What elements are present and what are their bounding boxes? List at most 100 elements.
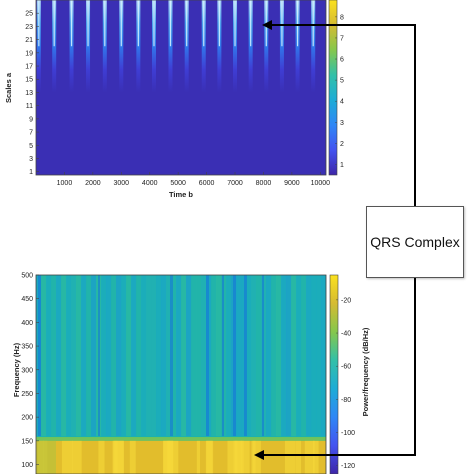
- spectrogram-column: [76, 275, 82, 437]
- spectrogram-low-band-patch: [72, 440, 82, 474]
- scalogram-stripe-core: [312, 0, 314, 47]
- qrs-callout-label: QRS Complex: [370, 234, 460, 250]
- spectrogram-column: [101, 275, 107, 437]
- spectrogram-transition-band: [36, 437, 326, 441]
- spectrogram-low-band-patch: [129, 440, 136, 474]
- spectrogram-dark-stripe: [98, 275, 100, 437]
- spectrogram-column: [141, 275, 147, 437]
- spectrogram-column: [126, 275, 132, 437]
- spectrogram-column: [281, 275, 287, 437]
- spectrogram-column: [91, 275, 97, 437]
- spectrogram-dark-stripe: [38, 275, 41, 437]
- spectrogram-column: [86, 275, 92, 437]
- spectrogram-column: [246, 275, 252, 437]
- spectrogram-column: [191, 275, 197, 437]
- scalogram-colorbar-tick-label: 8: [340, 14, 344, 21]
- scalogram-y-tick-label: 15: [25, 77, 33, 84]
- spectrogram-y-tick-label: 100: [21, 462, 33, 469]
- scalogram-x-tick-label: 1000: [57, 180, 73, 187]
- spectrogram-low-band-patch: [113, 440, 124, 474]
- scalogram-x-axis-label: Time b: [169, 190, 193, 199]
- callout-arrowhead-top: [262, 20, 272, 30]
- spectrogram-colorbar: -20 -40 -60 -80 -100 -120 Power/frequency (dB…: [329, 274, 370, 474]
- scalogram-stripe-core: [137, 0, 139, 47]
- spectrogram-column: [51, 275, 57, 437]
- spectrogram-column: [256, 275, 262, 437]
- scalogram-y-tick-label: 3: [29, 156, 33, 163]
- scalogram-y-axis-label: Scales a: [4, 72, 13, 103]
- scalogram-x-tick-label: 10000: [311, 180, 331, 187]
- spectrogram-column: [121, 275, 127, 437]
- spectrogram-low-band-patch: [227, 440, 238, 474]
- scalogram-plot: 1000 2000 3000 4000 5000 6000 7000 8000 9000 1000…: [4, 0, 330, 199]
- scalogram-y-tick-label: 7: [29, 130, 33, 137]
- spectrogram-low-band-patch: [196, 440, 201, 474]
- spectrogram-column: [276, 275, 282, 437]
- spectrogram-column: [216, 275, 222, 437]
- scalogram-stripe-core: [120, 0, 122, 47]
- scalogram-stripe-core: [186, 0, 188, 47]
- qrs-callout-connector: [262, 24, 416, 456]
- scalogram-stripe-core: [53, 0, 55, 47]
- spectrogram-dark-stripe: [170, 275, 173, 437]
- spectrogram-y-tick-label: 250: [21, 391, 33, 398]
- spectrogram-colorbar-bar: [329, 274, 339, 474]
- spectrogram-column: [301, 275, 307, 437]
- spectrogram-colorbar-label: Power/frequency (dB/Hz): [361, 327, 370, 416]
- scalogram-stripe-core: [104, 0, 106, 47]
- spectrogram-low-band-patch: [168, 440, 179, 474]
- scalogram-y-tick-label: 23: [25, 24, 33, 31]
- spectrogram-column: [41, 275, 47, 437]
- spectrogram-colorbar-tick-label: -100: [341, 430, 355, 437]
- spectrogram-column: [131, 275, 137, 437]
- scalogram-y-tick-label: 21: [25, 37, 33, 44]
- spectrogram-column: [186, 275, 192, 437]
- callout-line-top: [270, 24, 416, 206]
- spectrogram-column: [316, 275, 322, 437]
- scalogram-stripe-core: [218, 0, 220, 47]
- spectrogram-y-tick-label: 400: [21, 320, 33, 327]
- spectrogram-column: [311, 275, 317, 437]
- scalogram-colorbar-tick-label: 1: [340, 162, 344, 169]
- spectrogram-frame: [35, 274, 327, 474]
- scalogram-colorbar-tick-label: 5: [340, 78, 344, 85]
- scalogram-stripe-core: [250, 0, 252, 47]
- scalogram-stripe-core: [70, 0, 73, 47]
- scalogram-frame: [35, 0, 327, 176]
- scalogram-stripe-core: [203, 0, 205, 47]
- scalogram-x-tick-label: 2000: [85, 180, 101, 187]
- spectrogram-dark-stripe: [244, 275, 247, 437]
- spectrogram-column: [291, 275, 297, 437]
- spectrogram-column: [236, 275, 242, 437]
- spectrogram-column: [161, 275, 167, 437]
- scalogram-x-tick-label: 6000: [199, 180, 215, 187]
- spectrogram-low-band-patch: [252, 440, 261, 474]
- callout-line-bottom: [262, 278, 416, 456]
- scalogram-y-tick-label: 11: [26, 103, 33, 110]
- spectrogram-column: [296, 275, 302, 437]
- scalogram-y-tick-label: 25: [25, 11, 33, 18]
- spectrogram-colorbar-tick-label: -80: [341, 397, 351, 404]
- scalogram-colorbar-tick-label: 7: [340, 35, 344, 42]
- spectrogram-low-band-patch: [206, 440, 214, 474]
- spectrogram-y-axis-label: Frequency (Hz): [12, 342, 21, 397]
- spectrogram-low-band-patch: [234, 440, 244, 474]
- scalogram-y-tick-label: 1: [29, 169, 33, 176]
- scalogram-colorbar: 1 2 3 4 5 6 7 8: [328, 0, 344, 176]
- spectrogram-low-band-edge: [36, 440, 56, 474]
- spectrogram-dark-stripe: [233, 275, 236, 437]
- spectrogram-column: [136, 275, 142, 437]
- spectrogram-y-tick-label: 500: [21, 273, 33, 280]
- spectrogram-low-band-patch: [61, 440, 73, 474]
- spectrogram-column: [266, 275, 272, 437]
- spectrogram-column: [111, 275, 117, 437]
- spectrogram-dark-stripe: [222, 275, 224, 437]
- scalogram-colorbar-tick-label: 6: [340, 57, 344, 64]
- scalogram-colorbar-bar: [328, 0, 338, 176]
- spectrogram-column: [271, 275, 277, 437]
- spectrogram-low-band-patch: [313, 440, 319, 474]
- spectrogram-column: [151, 275, 157, 437]
- spectrogram-y-tick-label: 150: [21, 438, 33, 445]
- spectrogram-column: [46, 275, 52, 437]
- scalogram-x-tick-label: 5000: [170, 180, 186, 187]
